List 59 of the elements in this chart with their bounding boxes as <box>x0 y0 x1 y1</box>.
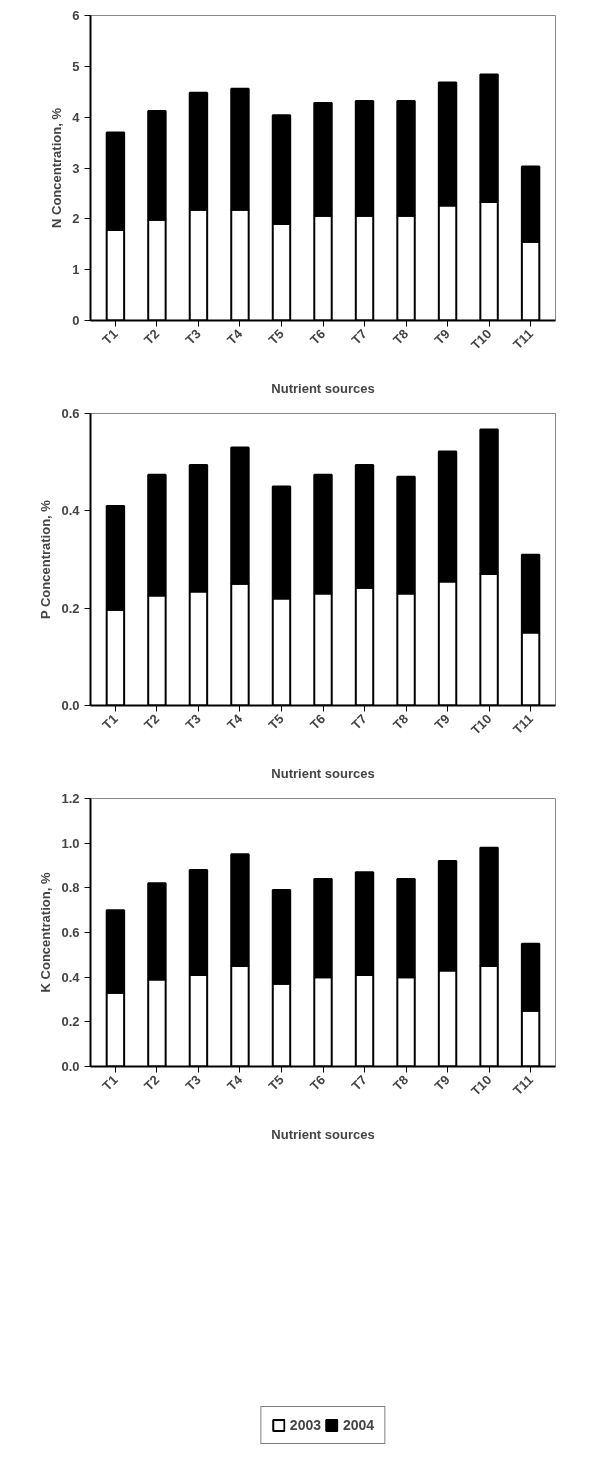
x-axis-title: Nutrient sources <box>271 765 375 781</box>
x-tick-label: T5 <box>265 1072 287 1094</box>
x-tick-label: T6 <box>306 711 329 733</box>
x-tick-label: T5 <box>265 326 287 348</box>
x-tick-label: T9 <box>431 1072 453 1094</box>
y-tick-label: 0.2 <box>61 600 80 616</box>
y-tick-label: 1 <box>72 262 80 278</box>
x-tick-label: T9 <box>431 711 453 733</box>
x-tick-label: T10 <box>467 326 495 353</box>
x-tick-label: T4 <box>223 710 246 733</box>
x-tick-label: T11 <box>509 326 536 353</box>
x-tick-label: T6 <box>306 326 329 348</box>
y-tick-label: 0.4 <box>61 969 81 985</box>
y-tick-label: 0.6 <box>61 925 80 940</box>
x-axis-title: Nutrient sources <box>271 1126 375 1142</box>
x-tick-label: T8 <box>390 326 412 348</box>
x-tick-label: T11 <box>509 711 536 738</box>
x-tick-label: T5 <box>265 711 287 733</box>
y-axis-title: P Concentration, % <box>38 499 54 620</box>
x-axis-title: Nutrient sources <box>271 380 375 396</box>
y-tick-label: 0.8 <box>61 880 80 896</box>
y-axis-title: K Concentration, % <box>38 872 54 993</box>
x-tick-label: T4 <box>223 325 246 348</box>
x-tick-label: T3 <box>182 1072 204 1094</box>
y-tick-label: 1.0 <box>61 835 80 851</box>
y-tick-label: 4 <box>72 109 81 125</box>
x-tick-label: T10 <box>467 711 495 738</box>
x-tick-label: T7 <box>348 711 370 733</box>
x-tick-label: T1 <box>99 1072 121 1094</box>
y-tick-label: 2 <box>72 211 80 227</box>
y-tick-label: 0 <box>72 313 80 328</box>
y-tick-label: 0.2 <box>61 1014 80 1030</box>
x-tick-label: T3 <box>182 711 204 733</box>
y-tick-label: 0.0 <box>61 1059 80 1074</box>
x-tick-label: T7 <box>348 326 370 348</box>
x-tick-label: T10 <box>467 1072 495 1099</box>
y-tick-label: 6 <box>72 8 80 23</box>
x-tick-label: T8 <box>390 1072 412 1094</box>
y-tick-label: 0.4 <box>61 503 81 519</box>
x-tick-label: T9 <box>431 326 453 348</box>
y-tick-label: 0.0 <box>61 698 80 713</box>
x-tick-label: T2 <box>140 326 163 348</box>
y-axis-title: N Concentration, % <box>49 107 65 228</box>
x-tick-label: T1 <box>99 711 121 733</box>
y-tick-label: 1.2 <box>61 791 80 806</box>
x-tick-label: T3 <box>182 326 204 348</box>
legend-label: 2004 <box>343 1417 375 1433</box>
x-tick-label: T2 <box>140 1072 163 1094</box>
legend-label: 2003 <box>289 1417 321 1433</box>
x-tick-label: T2 <box>140 711 163 733</box>
x-tick-label: T8 <box>390 711 412 733</box>
y-tick-label: 3 <box>72 160 80 176</box>
y-tick-label: 0.6 <box>61 406 80 421</box>
y-tick-label: 5 <box>72 58 80 74</box>
x-tick-label: T4 <box>223 1071 246 1094</box>
x-tick-label: T1 <box>99 326 121 348</box>
x-tick-label: T6 <box>306 1072 329 1094</box>
x-tick-label: T7 <box>348 1072 370 1094</box>
x-tick-label: T11 <box>509 1072 536 1099</box>
